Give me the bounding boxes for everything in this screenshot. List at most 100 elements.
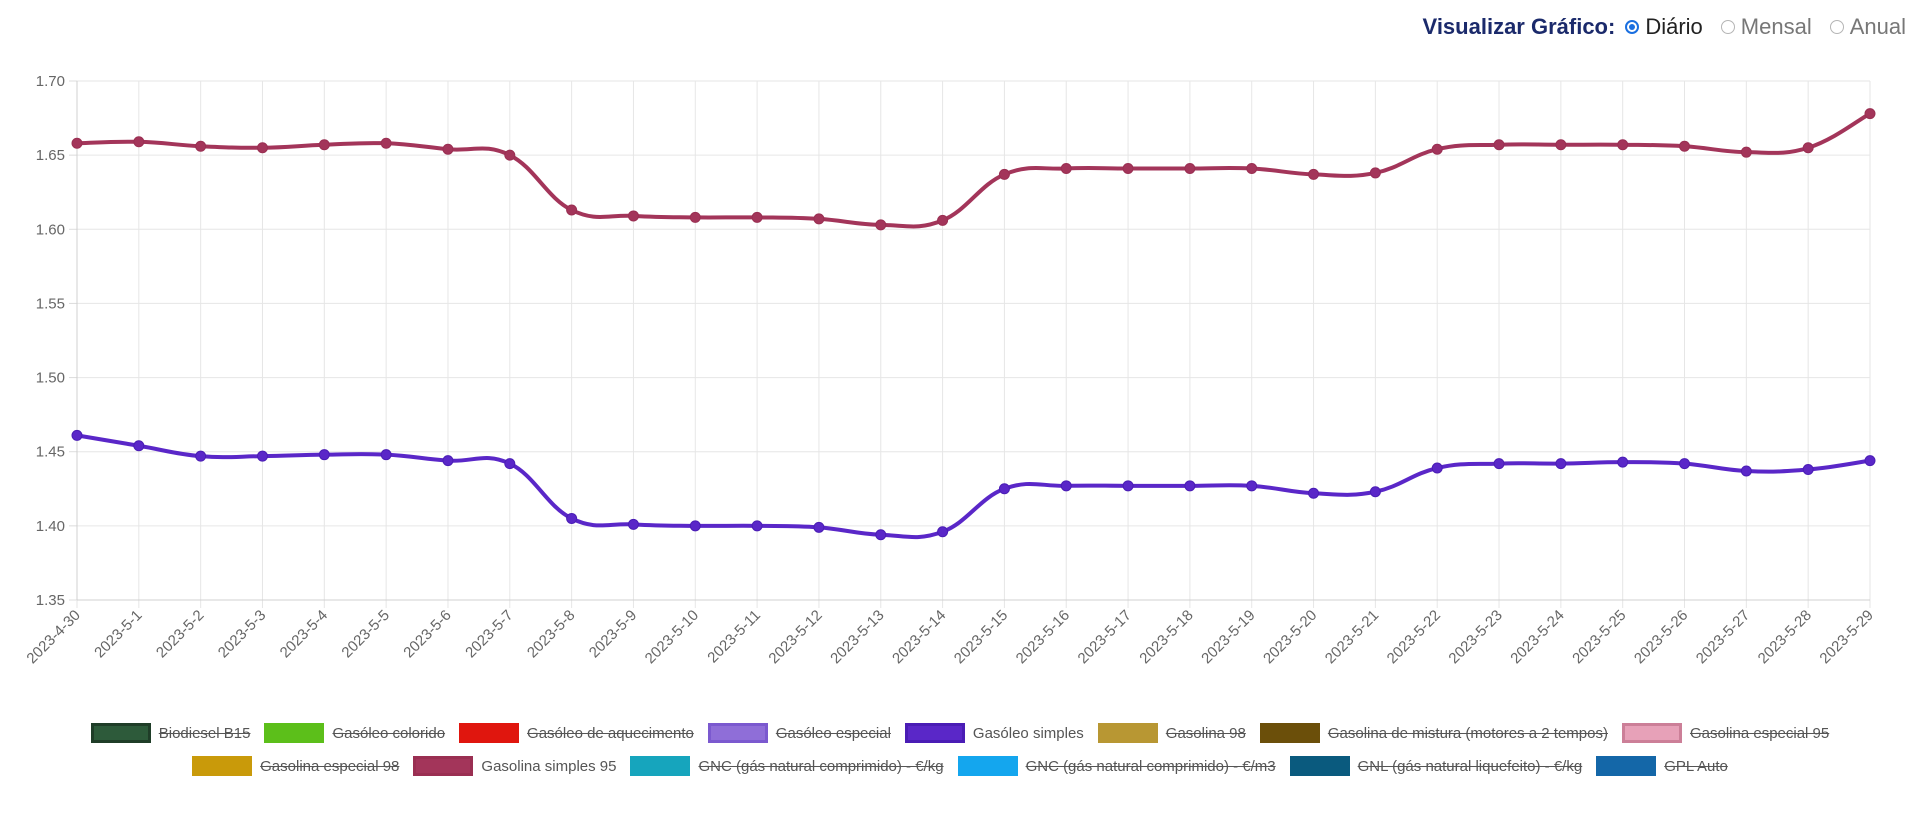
radio-label-mensal: Mensal — [1740, 14, 1812, 39]
legend-item-gnl-g-s-natural-liquefeito-kg[interactable]: GNL (gás natural liquefeito) - €/kg — [1289, 755, 1583, 777]
data-point-gas-leo-simples[interactable] — [875, 529, 887, 541]
data-point-gas-leo-simples[interactable] — [566, 512, 578, 524]
data-point-gasolina-simples-95[interactable] — [1493, 139, 1505, 151]
data-point-gas-leo-simples[interactable] — [256, 450, 268, 462]
x-tick-label: 2023-5-27 — [1693, 607, 1753, 667]
data-point-gasolina-simples-95[interactable] — [1555, 139, 1567, 151]
legend-label: GNL (gás natural liquefeito) - €/kg — [1357, 757, 1583, 775]
legend-item-gnc-g-s-natural-comprimido-kg[interactable]: GNC (gás natural comprimido) - €/kg — [630, 755, 944, 777]
legend-swatch — [1621, 723, 1682, 743]
data-point-gas-leo-simples[interactable] — [1369, 486, 1381, 498]
data-point-gas-leo-simples[interactable] — [1122, 480, 1134, 492]
data-point-gasolina-simples-95[interactable] — [751, 211, 763, 223]
data-point-gasolina-simples-95[interactable] — [1122, 162, 1134, 174]
legend-item-gasolina-especial-98[interactable]: Gasolina especial 98 — [192, 755, 399, 777]
x-tick-label: 2023-5-17 — [1075, 607, 1135, 667]
data-point-gasolina-simples-95[interactable] — [689, 211, 701, 223]
data-point-gas-leo-simples[interactable] — [1308, 487, 1320, 499]
legend-item-gas-leo-colorido[interactable]: Gasóleo colorido — [264, 722, 445, 744]
data-point-gasolina-simples-95[interactable] — [1431, 143, 1443, 155]
legend-item-gas-leo-especial[interactable]: Gasóleo especial — [707, 722, 891, 744]
legend-item-gas-leo-simples[interactable]: Gasóleo simples — [904, 722, 1084, 744]
radio-option-anual[interactable]: Anual — [1829, 14, 1906, 40]
y-tick-label: 1.50 — [36, 370, 65, 387]
radio-button-diario[interactable] — [1625, 20, 1640, 34]
data-point-gas-leo-simples[interactable] — [318, 449, 330, 461]
data-point-gas-leo-simples[interactable] — [1060, 480, 1072, 492]
data-point-gas-leo-simples[interactable] — [380, 449, 392, 461]
legend-item-gasolina-98[interactable]: Gasolina 98 — [1097, 722, 1246, 744]
y-tick-label: 1.45 — [36, 444, 65, 461]
data-point-gasolina-simples-95[interactable] — [875, 219, 887, 231]
data-point-gasolina-simples-95[interactable] — [627, 210, 639, 222]
legend-item-gasolina-especial-95[interactable]: Gasolina especial 95 — [1621, 722, 1829, 744]
data-point-gas-leo-simples[interactable] — [1617, 456, 1629, 468]
data-point-gasolina-simples-95[interactable] — [133, 136, 145, 148]
data-point-gasolina-simples-95[interactable] — [504, 149, 516, 161]
radio-option-mensal[interactable]: Mensal — [1720, 14, 1812, 40]
x-tick-label: 2023-5-24 — [1507, 607, 1567, 667]
legend-swatch — [1596, 756, 1657, 776]
data-point-gasolina-simples-95[interactable] — [1740, 146, 1752, 158]
data-point-gas-leo-simples[interactable] — [1802, 464, 1814, 476]
data-point-gasolina-simples-95[interactable] — [380, 137, 392, 149]
data-point-gas-leo-simples[interactable] — [937, 526, 949, 538]
series-line-gas-leo-simples — [75, 433, 1872, 540]
legend-item-gasolina-simples-95[interactable]: Gasolina simples 95 — [413, 755, 616, 777]
data-point-gas-leo-simples[interactable] — [1184, 480, 1196, 492]
data-point-gasolina-simples-95[interactable] — [1369, 167, 1381, 179]
legend-item-gasolina-de-mistura-motores-a-2-tempos[interactable]: Gasolina de mistura (motores a 2 tempos) — [1259, 722, 1608, 744]
legend-item-biodiesel-b15[interactable]: Biodiesel B15 — [90, 722, 250, 744]
x-tick-label: 2023-5-5 — [338, 607, 392, 661]
data-point-gasolina-simples-95[interactable] — [813, 213, 825, 225]
legend-item-gpl-auto[interactable]: GPL Auto — [1596, 755, 1728, 777]
data-point-gas-leo-simples[interactable] — [1555, 458, 1567, 470]
data-point-gas-leo-simples[interactable] — [813, 521, 825, 533]
legend-label: Gasolina simples 95 — [481, 757, 617, 775]
data-point-gasolina-simples-95[interactable] — [1679, 140, 1691, 152]
data-point-gas-leo-simples[interactable] — [195, 450, 207, 462]
data-point-gasolina-simples-95[interactable] — [1060, 162, 1072, 174]
data-point-gas-leo-simples[interactable] — [504, 458, 516, 470]
data-point-gas-leo-simples[interactable] — [1740, 465, 1752, 477]
data-point-gas-leo-simples[interactable] — [133, 440, 145, 452]
x-tick-label: 2023-5-20 — [1260, 607, 1320, 667]
data-point-gasolina-simples-95[interactable] — [1802, 142, 1814, 154]
legend-item-gnc-g-s-natural-comprimido-m3[interactable]: GNC (gás natural comprimido) - €/m3 — [957, 755, 1276, 777]
data-point-gasolina-simples-95[interactable] — [1184, 162, 1196, 174]
data-point-gasolina-simples-95[interactable] — [1246, 162, 1258, 174]
data-point-gas-leo-simples[interactable] — [1431, 462, 1443, 474]
data-point-gasolina-simples-95[interactable] — [1308, 168, 1320, 180]
data-point-gasolina-simples-95[interactable] — [1864, 108, 1876, 120]
y-tick-label: 1.35 — [36, 592, 65, 609]
data-point-gas-leo-simples[interactable] — [442, 455, 454, 467]
data-point-gasolina-simples-95[interactable] — [442, 143, 454, 155]
legend-label: GNC (gás natural comprimido) - €/m3 — [1025, 757, 1276, 775]
y-tick-label: 1.60 — [36, 221, 65, 238]
x-tick-label: 2023-5-8 — [524, 607, 578, 661]
data-point-gas-leo-simples[interactable] — [751, 520, 763, 532]
data-point-gas-leo-simples[interactable] — [1493, 458, 1505, 470]
data-point-gas-leo-simples[interactable] — [1246, 480, 1258, 492]
data-point-gasolina-simples-95[interactable] — [1617, 139, 1629, 151]
radio-button-anual[interactable] — [1829, 20, 1844, 34]
data-point-gasolina-simples-95[interactable] — [937, 214, 949, 226]
data-point-gasolina-simples-95[interactable] — [318, 139, 330, 151]
data-point-gasolina-simples-95[interactable] — [998, 168, 1010, 180]
data-point-gas-leo-simples[interactable] — [71, 429, 83, 441]
data-point-gas-leo-simples[interactable] — [627, 518, 639, 530]
data-point-gasolina-simples-95[interactable] — [566, 204, 578, 216]
data-point-gas-leo-simples[interactable] — [1679, 458, 1691, 470]
x-tick-label: 2023-5-19 — [1198, 607, 1258, 667]
legend-label: Gasóleo colorido — [332, 724, 446, 742]
radio-button-mensal[interactable] — [1720, 20, 1735, 34]
radio-option-diario[interactable]: Diário — [1625, 14, 1703, 40]
data-point-gas-leo-simples[interactable] — [1864, 455, 1876, 467]
y-tick-label: 1.40 — [36, 518, 65, 535]
data-point-gasolina-simples-95[interactable] — [256, 142, 268, 154]
data-point-gasolina-simples-95[interactable] — [195, 140, 207, 152]
data-point-gas-leo-simples[interactable] — [998, 483, 1010, 495]
data-point-gas-leo-simples[interactable] — [689, 520, 701, 532]
data-point-gasolina-simples-95[interactable] — [71, 137, 83, 149]
legend-item-gas-leo-de-aquecimento[interactable]: Gasóleo de aquecimento — [459, 722, 694, 744]
